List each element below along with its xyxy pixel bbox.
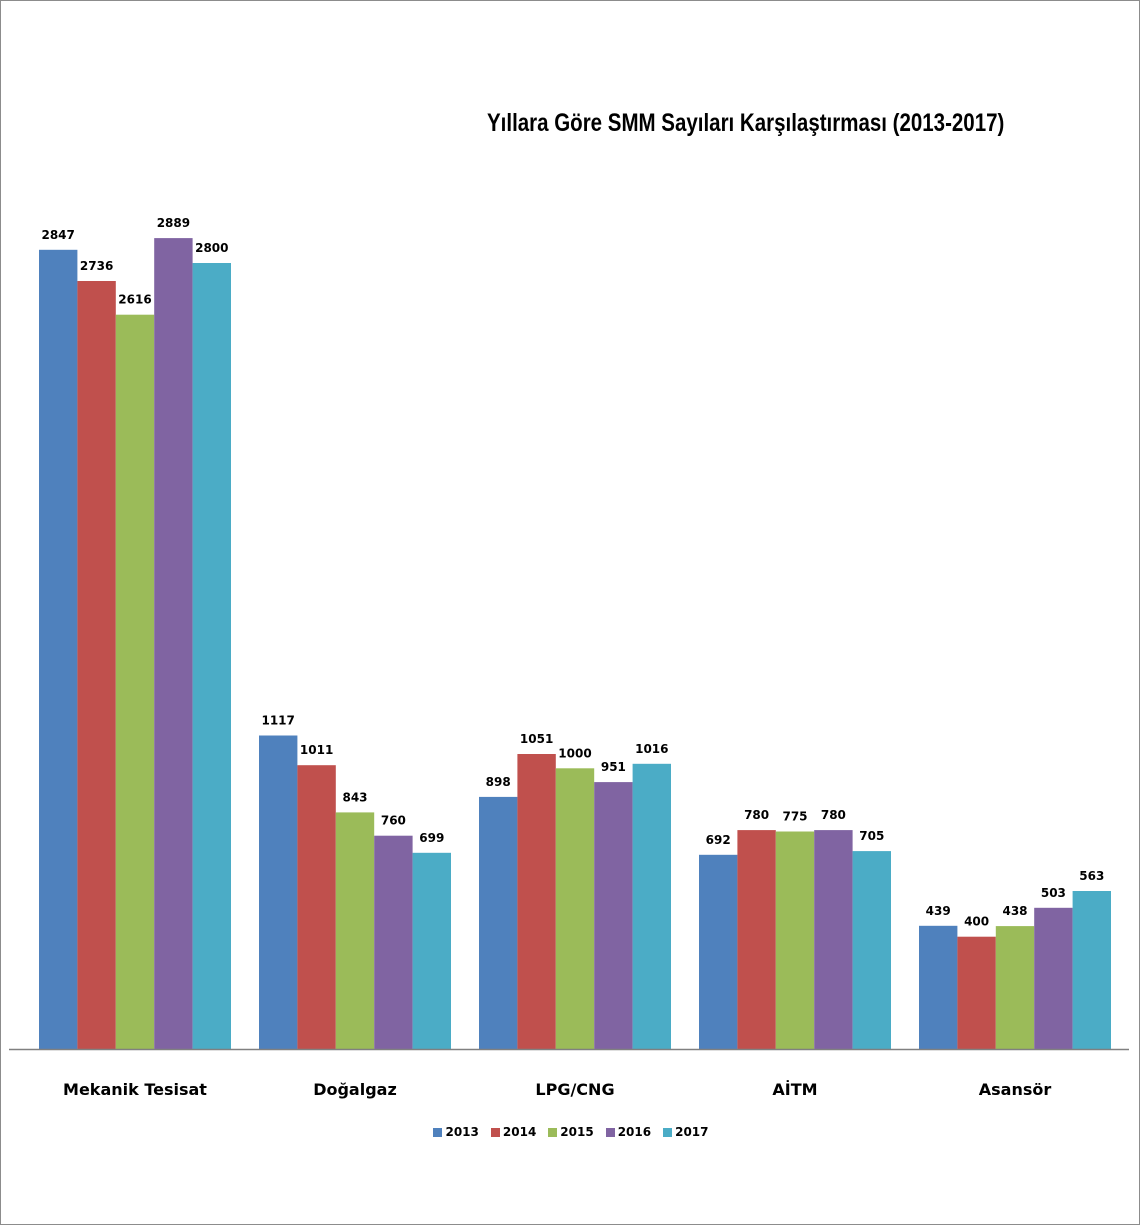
value-label: 2889 <box>157 216 190 230</box>
legend-label: 2013 <box>445 1125 479 1139</box>
bar-2015-2 <box>555 768 595 1049</box>
value-label: 400 <box>964 915 989 929</box>
value-label: 705 <box>859 829 884 843</box>
bar-2013-4 <box>919 925 958 1049</box>
legend: 2013 2014 2015 2016 2017 <box>1 1125 1140 1139</box>
value-label: 2800 <box>195 241 228 255</box>
value-label: 1016 <box>635 742 668 756</box>
legend-label: 2016 <box>617 1125 652 1139</box>
category-label: Doğalgaz <box>313 1080 397 1099</box>
bar-2017-2 <box>632 763 671 1049</box>
value-label: 843 <box>342 790 367 804</box>
bar-2017-0 <box>192 263 231 1049</box>
bar-2013-3 <box>699 854 738 1049</box>
bar-2015-3 <box>775 831 815 1049</box>
bar-2017-3 <box>852 851 891 1049</box>
bar-2015-1 <box>335 812 375 1049</box>
category-label: LPG/CNG <box>535 1080 614 1099</box>
category-label: AİTM <box>772 1080 817 1099</box>
value-label: 2736 <box>80 259 113 273</box>
value-label: 898 <box>486 775 511 789</box>
bar-2017-1 <box>412 852 451 1049</box>
legend-label: 2014 <box>502 1125 537 1139</box>
bar-2016-2 <box>594 782 633 1049</box>
value-label: 1011 <box>300 743 333 757</box>
bar-2014-0 <box>77 281 116 1049</box>
bars <box>39 238 1111 1050</box>
legend-item-2014: 2014 <box>490 1125 537 1139</box>
value-label: 563 <box>1079 869 1104 883</box>
legend-item-2015: 2015 <box>548 1125 594 1139</box>
value-label: 1051 <box>520 732 553 746</box>
value-label: 1000 <box>558 746 591 760</box>
bar-2014-4 <box>957 936 996 1049</box>
legend-swatch <box>663 1127 673 1137</box>
bar-2016-1 <box>374 835 413 1049</box>
bar-2015-4 <box>995 926 1035 1049</box>
value-label: 2616 <box>118 293 151 307</box>
legend-swatch <box>605 1127 615 1137</box>
category-label: Asansör <box>979 1080 1052 1099</box>
chart-title: Yıllara Göre SMM Sayıları Karşılaştırmas… <box>487 109 1005 137</box>
bar-2013-0 <box>39 249 78 1050</box>
value-label: 775 <box>782 810 807 824</box>
bar-2015-0 <box>115 314 155 1049</box>
category-labels: Mekanik Tesisat Doğalgaz LPG/CNG AİTM Asansö… <box>63 1080 1051 1099</box>
value-label: 780 <box>744 808 769 822</box>
legend-swatch <box>490 1127 500 1137</box>
legend-item-2013: 2013 <box>433 1125 479 1139</box>
value-label: 699 <box>419 831 444 845</box>
value-label: 1117 <box>261 714 294 728</box>
bar-2014-3 <box>737 830 776 1049</box>
value-label: 2847 <box>41 228 74 242</box>
bar-2017-4 <box>1072 891 1111 1049</box>
legend-swatch <box>548 1127 558 1137</box>
bar-2016-4 <box>1034 907 1073 1049</box>
bar-2014-2 <box>517 754 556 1049</box>
bar-2013-2 <box>479 796 518 1049</box>
value-labels: 2847 2736 2616 2889 2800 1117 1011 843 760 699 898… <box>41 216 1104 929</box>
legend-swatch <box>433 1127 443 1137</box>
legend-item-2017: 2017 <box>663 1125 709 1139</box>
category-label: Mekanik Tesisat <box>63 1080 207 1099</box>
value-label: 760 <box>381 814 406 828</box>
value-label: 503 <box>1041 886 1066 900</box>
bar-2014-1 <box>297 765 336 1049</box>
value-label: 692 <box>706 833 731 847</box>
legend-label: 2017 <box>675 1125 709 1139</box>
value-label: 439 <box>926 904 951 918</box>
value-label: 951 <box>601 760 626 774</box>
value-label: 780 <box>821 808 846 822</box>
value-label: 438 <box>1002 904 1027 918</box>
legend-label: 2015 <box>560 1125 594 1139</box>
bar-2016-0 <box>154 238 193 1050</box>
legend-item-2016: 2016 <box>605 1125 652 1139</box>
bar-2013-1 <box>259 735 298 1049</box>
bar-2016-3 <box>814 830 853 1049</box>
